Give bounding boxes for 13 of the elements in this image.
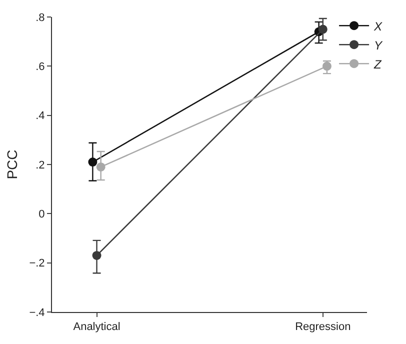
x-tick-label: Analytical xyxy=(73,321,120,334)
y-tick-label: 0 xyxy=(38,208,45,221)
y-axis-title: PCC xyxy=(4,150,20,180)
legend-label: X xyxy=(373,19,384,34)
legend-label: Z xyxy=(373,57,382,72)
y-tick-label: −.2 xyxy=(29,258,45,270)
y-tick-label: .4 xyxy=(36,110,45,122)
legend-label: Y xyxy=(374,38,384,52)
y-tick-label: .2 xyxy=(36,159,45,172)
y-tick-label: −.4 xyxy=(29,306,45,319)
x-tick-label: Regression xyxy=(295,321,351,334)
y-tick-label: .8 xyxy=(36,12,45,24)
y-tick-label: .6 xyxy=(36,61,45,74)
